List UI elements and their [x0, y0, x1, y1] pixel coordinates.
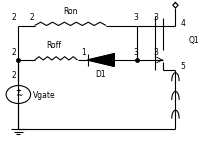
- Text: 3: 3: [154, 48, 159, 57]
- Text: 2: 2: [12, 13, 17, 22]
- Text: 3: 3: [133, 13, 138, 22]
- Text: Ron: Ron: [63, 7, 78, 16]
- Text: 2: 2: [12, 48, 17, 57]
- Text: 3: 3: [133, 48, 138, 57]
- Text: Roff: Roff: [47, 41, 62, 50]
- Text: Vgate: Vgate: [33, 91, 55, 100]
- Text: 4: 4: [181, 19, 185, 28]
- Polygon shape: [88, 54, 114, 66]
- Polygon shape: [173, 3, 178, 8]
- Text: 5: 5: [181, 61, 185, 70]
- Text: D1: D1: [96, 70, 106, 79]
- Text: Q1: Q1: [189, 36, 199, 45]
- Text: +: +: [16, 88, 21, 94]
- Text: 2: 2: [29, 13, 34, 22]
- Text: 2: 2: [12, 71, 17, 80]
- Text: 3: 3: [154, 13, 159, 22]
- Text: ~: ~: [15, 91, 22, 100]
- Text: 1: 1: [81, 48, 86, 57]
